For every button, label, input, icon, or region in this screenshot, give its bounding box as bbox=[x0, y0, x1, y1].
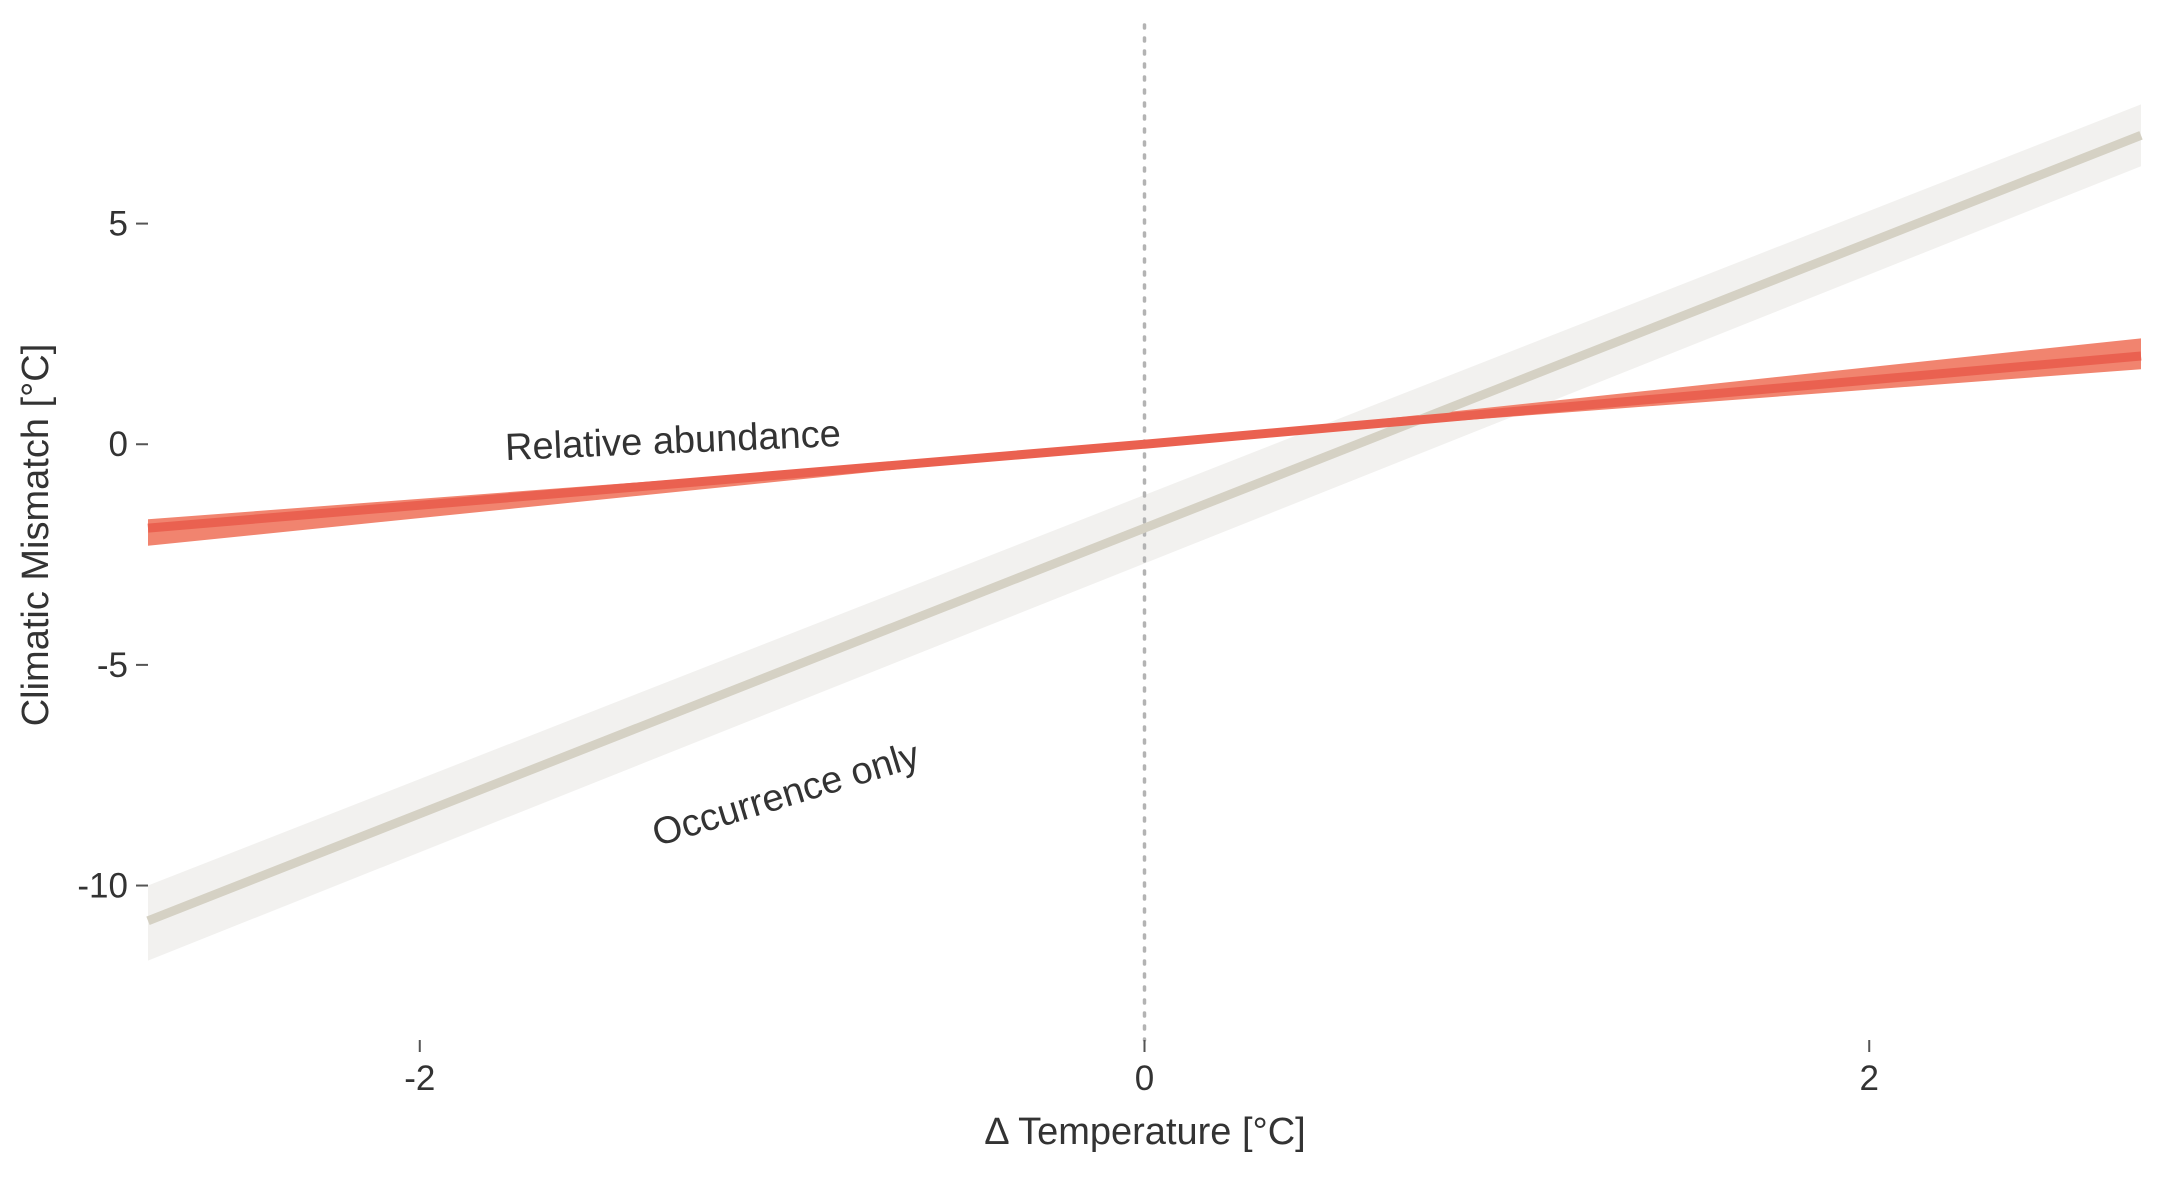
relative-abundance-line bbox=[147, 351, 2142, 533]
x-tick-label: 2 bbox=[1859, 1059, 1878, 1098]
series-lines bbox=[146, 131, 2143, 926]
y-axis: -10 -5 0 5 bbox=[77, 205, 148, 906]
y-axis-title: Climatic Mismatch [°C] bbox=[15, 344, 57, 727]
relative-abundance-confidence-band bbox=[148, 338, 2141, 546]
y-tick-label: 0 bbox=[109, 425, 128, 464]
occurrence-only-label: Occurrence only bbox=[647, 734, 924, 855]
x-axis: -2 0 2 bbox=[404, 1040, 1879, 1098]
y-tick-label: -5 bbox=[97, 646, 128, 685]
y-tick-label: -10 bbox=[77, 867, 128, 906]
relative-abundance-label: Relative abundance bbox=[504, 413, 841, 469]
x-tick-label: 0 bbox=[1135, 1059, 1154, 1098]
x-tick-label: -2 bbox=[404, 1059, 435, 1098]
y-tick-label: 5 bbox=[109, 205, 128, 244]
occurrence-only-line bbox=[146, 131, 2143, 926]
x-axis-title: Δ Temperature [°C] bbox=[984, 1111, 1305, 1153]
